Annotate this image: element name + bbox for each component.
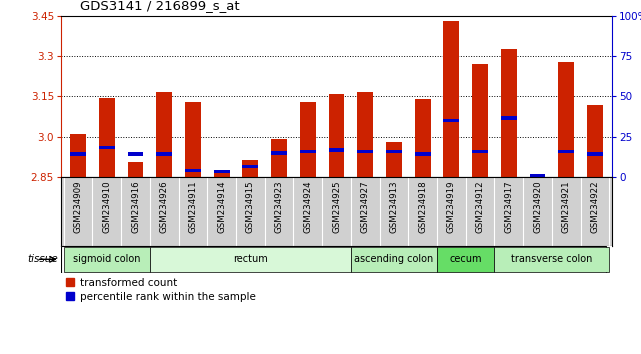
Text: GSM234918: GSM234918: [418, 181, 427, 233]
Bar: [558, 150, 574, 153]
Text: GSM234926: GSM234926: [160, 181, 169, 233]
Text: sigmoid colon: sigmoid colon: [73, 254, 140, 264]
Text: GSM234909: GSM234909: [74, 181, 83, 233]
Bar: [529, 174, 545, 177]
Text: GSM234910: GSM234910: [103, 181, 112, 233]
Bar: [214, 170, 229, 173]
Bar: [271, 139, 287, 177]
Bar: [415, 153, 431, 156]
Bar: [501, 116, 517, 120]
Legend: transformed count, percentile rank within the sample: transformed count, percentile rank withi…: [66, 278, 256, 302]
Bar: [529, 174, 545, 177]
Bar: [472, 64, 488, 177]
Text: tissue: tissue: [27, 254, 58, 264]
Text: transverse colon: transverse colon: [511, 254, 592, 264]
Bar: [386, 150, 402, 153]
Text: GSM234925: GSM234925: [332, 181, 341, 233]
Bar: [300, 102, 316, 177]
Text: GSM234913: GSM234913: [390, 181, 399, 233]
Bar: [329, 148, 344, 152]
Bar: [357, 150, 373, 153]
Text: GSM234927: GSM234927: [361, 181, 370, 233]
Bar: [128, 162, 144, 177]
Bar: [271, 151, 287, 155]
Text: GSM234911: GSM234911: [188, 181, 197, 233]
Bar: [472, 150, 488, 153]
Bar: [214, 172, 229, 177]
Text: GSM234915: GSM234915: [246, 181, 255, 233]
Bar: [386, 142, 402, 177]
Text: GSM234917: GSM234917: [504, 181, 513, 233]
Bar: [242, 160, 258, 177]
Bar: [185, 169, 201, 172]
Bar: [444, 21, 459, 177]
Bar: [128, 153, 144, 156]
Bar: [444, 119, 459, 122]
Bar: [150, 246, 351, 272]
Bar: [558, 62, 574, 177]
Text: GSM234922: GSM234922: [590, 181, 599, 233]
Text: GSM234912: GSM234912: [476, 181, 485, 233]
Text: GSM234914: GSM234914: [217, 181, 226, 233]
Text: GSM234920: GSM234920: [533, 181, 542, 233]
Text: GSM234923: GSM234923: [274, 181, 283, 233]
Bar: [494, 246, 610, 272]
Bar: [587, 104, 603, 177]
Bar: [351, 246, 437, 272]
Bar: [99, 146, 115, 149]
Text: rectum: rectum: [233, 254, 268, 264]
Bar: [437, 246, 494, 272]
Bar: [156, 92, 172, 177]
Bar: [415, 99, 431, 177]
Bar: [501, 50, 517, 177]
Bar: [587, 153, 603, 156]
Bar: [185, 102, 201, 177]
Bar: [63, 246, 150, 272]
Bar: [71, 134, 86, 177]
Text: GSM234919: GSM234919: [447, 181, 456, 233]
Bar: [156, 153, 172, 156]
Text: cecum: cecum: [449, 254, 482, 264]
Text: GDS3141 / 216899_s_at: GDS3141 / 216899_s_at: [80, 0, 240, 12]
Bar: [71, 153, 86, 156]
Text: ascending colon: ascending colon: [354, 254, 433, 264]
Bar: [242, 165, 258, 168]
Bar: [300, 150, 316, 153]
Bar: [99, 98, 115, 177]
Bar: [329, 94, 344, 177]
Text: GSM234924: GSM234924: [303, 181, 312, 233]
Bar: [357, 92, 373, 177]
Text: GSM234921: GSM234921: [562, 181, 570, 233]
Text: GSM234916: GSM234916: [131, 181, 140, 233]
